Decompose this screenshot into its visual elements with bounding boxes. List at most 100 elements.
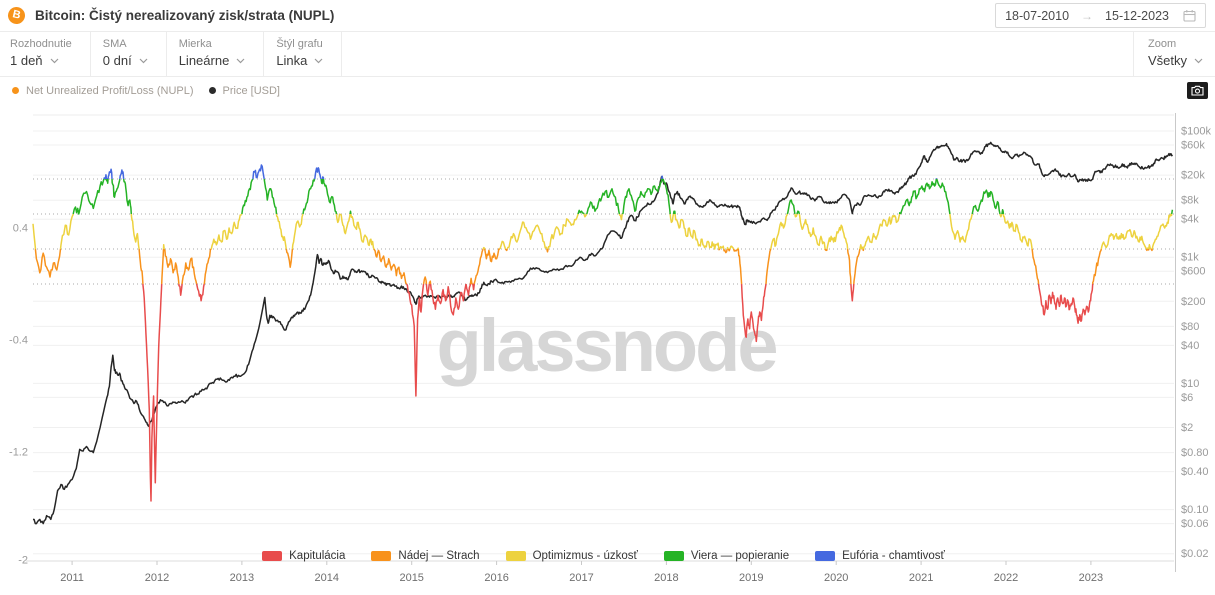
nupl-segment <box>469 277 473 285</box>
nupl-segment <box>350 213 375 250</box>
svg-text:2023: 2023 <box>1079 572 1103 584</box>
nupl-segment <box>72 178 105 215</box>
scale-label: Mierka <box>178 38 212 50</box>
nupl-segment <box>373 248 408 285</box>
scale-value: Lineárne <box>178 53 230 68</box>
nupl-segment <box>313 167 322 180</box>
nupl-segment <box>949 213 973 243</box>
legend-item-belief-denial[interactable]: Viera — popieranie <box>663 550 789 562</box>
chart-style-value: Linka <box>276 53 308 68</box>
nupl-segment <box>718 248 721 251</box>
screenshot-camera-button[interactable] <box>1187 82 1208 99</box>
nupl-segment <box>285 248 294 268</box>
nupl-segment <box>1151 213 1173 250</box>
nupl-segment <box>1145 248 1149 252</box>
nupl-segment <box>672 210 676 215</box>
nupl-segment <box>322 178 338 215</box>
chevron-down-icon <box>1194 58 1203 63</box>
legend-item-nupl[interactable]: Net Unrealized Profit/Loss (NUPL) <box>12 85 194 97</box>
svg-text:2011: 2011 <box>60 572 84 584</box>
nupl-segment <box>971 189 1001 215</box>
nupl-segment <box>826 224 849 250</box>
date-range-picker[interactable]: 18-07-2010 → 15-12-2023 <box>995 3 1206 28</box>
zoom-dropdown[interactable]: Zoom Všetky <box>1132 32 1215 76</box>
svg-text:$1k: $1k <box>1181 252 1199 264</box>
nupl-segment <box>583 213 588 218</box>
nupl-segment <box>34 248 62 278</box>
nupl-segment <box>1031 248 1040 285</box>
price-line <box>32 141 1174 525</box>
nupl-segment <box>163 248 180 285</box>
nupl-segment <box>862 248 865 252</box>
svg-text:2018: 2018 <box>654 572 678 584</box>
nupl-segment <box>210 213 243 250</box>
svg-text:$6: $6 <box>1181 392 1193 404</box>
svg-text:$4k: $4k <box>1181 214 1199 226</box>
nupl-segment <box>429 283 467 316</box>
svg-text:2013: 2013 <box>230 572 254 584</box>
nupl-segment <box>142 283 163 502</box>
nupl-segment <box>32 223 37 250</box>
date-from-input[interactable]: 18-07-2010 <box>1005 8 1070 23</box>
nupl-segment <box>349 210 352 215</box>
nupl-segment <box>770 213 789 250</box>
nupl-segment <box>846 248 852 285</box>
svg-text:2014: 2014 <box>315 572 339 584</box>
svg-text:$8k: $8k <box>1181 195 1199 207</box>
svg-text:2020: 2020 <box>824 572 848 584</box>
nupl-segment <box>405 283 425 397</box>
legend-item-euphoria-greed[interactable]: Eufória - chamtivosť <box>815 550 945 562</box>
nupl-segment <box>661 175 664 180</box>
nupl-segment <box>674 213 720 250</box>
glassnode-watermark: glassnode <box>437 304 777 387</box>
nupl-segment <box>577 209 585 215</box>
nupl-segment <box>59 213 74 250</box>
optimism-anxiety-swatch-icon <box>505 551 526 561</box>
legend-item-optimism-anxiety[interactable]: Optimizmus - úzkosť <box>505 550 638 562</box>
svg-text:$20k: $20k <box>1181 170 1205 182</box>
svg-text:2015: 2015 <box>399 572 423 584</box>
nupl-segment <box>122 178 133 215</box>
svg-text:$0.40: $0.40 <box>1181 466 1209 478</box>
svg-text:$60k: $60k <box>1181 140 1205 152</box>
optimism-anxiety-label: Optimizmus - úzkosť <box>532 550 638 562</box>
svg-text:2016: 2016 <box>484 572 508 584</box>
svg-text:2017: 2017 <box>569 572 593 584</box>
nupl-segment <box>798 213 826 250</box>
nupl-segment <box>669 213 675 224</box>
nupl-segment <box>275 213 288 250</box>
nupl-segment <box>719 245 725 250</box>
camera-icon <box>1191 85 1204 96</box>
svg-text:$2: $2 <box>1181 422 1193 434</box>
euphoria-greed-label: Eufória - chamtivosť <box>842 550 945 562</box>
euphoria-greed-swatch-icon <box>815 551 836 561</box>
svg-text:2012: 2012 <box>145 572 169 584</box>
sma-dropdown[interactable]: SMA 0 dní <box>91 32 167 76</box>
nupl-segment <box>1150 248 1154 252</box>
chevron-down-icon <box>314 58 323 63</box>
svg-text:2022: 2022 <box>994 572 1018 584</box>
nupl-segment <box>506 221 548 250</box>
resolution-dropdown[interactable]: Rozhodnutie 1 deň <box>0 32 91 76</box>
bitcoin-logo-icon: B <box>6 5 27 26</box>
nupl-segment <box>794 213 798 218</box>
nupl-segment <box>585 188 621 215</box>
scale-dropdown[interactable]: Mierka Lineárne <box>167 32 265 76</box>
legend-item-hope-fear[interactable]: Nádej — Strach <box>371 550 480 562</box>
svg-text:$0.06: $0.06 <box>1181 518 1209 530</box>
nupl-segment <box>473 248 484 285</box>
nupl-segment <box>428 280 432 285</box>
calendar-icon[interactable] <box>1183 9 1196 22</box>
legend-item-price[interactable]: Price [USD] <box>208 85 280 97</box>
nupl-segment <box>737 248 743 285</box>
nupl-segment <box>786 199 796 215</box>
nupl-segment <box>859 244 864 250</box>
chart-style-dropdown[interactable]: Štýl grafu Linka <box>264 32 343 76</box>
legend-item-capitulation[interactable]: Kapitulácia <box>262 550 345 562</box>
nupl-segment <box>483 248 500 263</box>
capitulation-label: Kapitulácia <box>289 550 346 562</box>
nupl-segment <box>241 178 254 215</box>
date-to-input[interactable]: 15-12-2023 <box>1105 8 1169 23</box>
svg-text:$0.80: $0.80 <box>1181 447 1209 459</box>
